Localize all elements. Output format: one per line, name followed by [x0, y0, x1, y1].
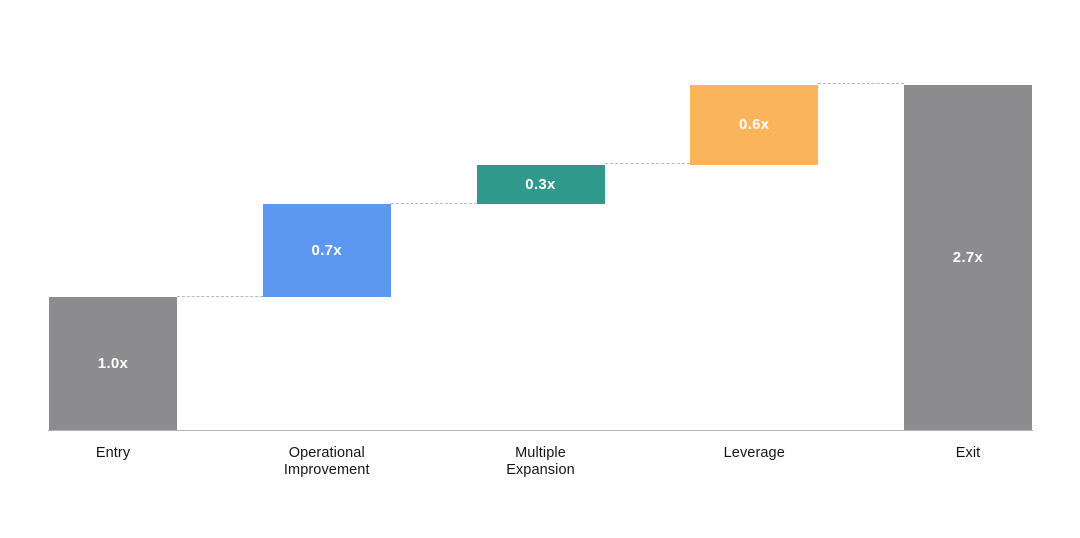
category-label-operational-improvement: Operational Improvement	[283, 445, 370, 478]
connector-line-leverage-to-exit	[818, 83, 904, 85]
category-label-entry: Entry	[95, 445, 131, 461]
bar-operational-improvement: 0.7x	[262, 204, 391, 298]
category-label-exit: Exit	[955, 445, 981, 461]
bar-exit: 2.7x	[904, 84, 1032, 430]
bar-value-label-entry: 1.0x	[97, 355, 129, 373]
bar-value-label-exit: 2.7x	[952, 248, 984, 266]
bar-multiple-expansion: 0.3x	[476, 164, 605, 205]
category-label-multiple-expansion: Multiple Expansion	[506, 445, 575, 478]
bar-value-label-multiple-expansion: 0.3x	[525, 175, 556, 193]
connector-line-multiple-expansion-to-leverage	[604, 163, 691, 165]
x-axis-line	[48, 429, 1033, 431]
bar-entry: 1.0x	[49, 297, 177, 430]
bar-value-label-operational-improvement: 0.7x	[311, 242, 342, 260]
connector-line-entry-to-operational-improvement	[177, 295, 263, 297]
bar-value-label-leverage: 0.6x	[739, 116, 770, 134]
category-label-leverage: Leverage	[723, 445, 785, 461]
connector-line-operational-improvement-to-multiple-expansion	[390, 202, 477, 204]
bar-leverage: 0.6x	[690, 84, 819, 165]
